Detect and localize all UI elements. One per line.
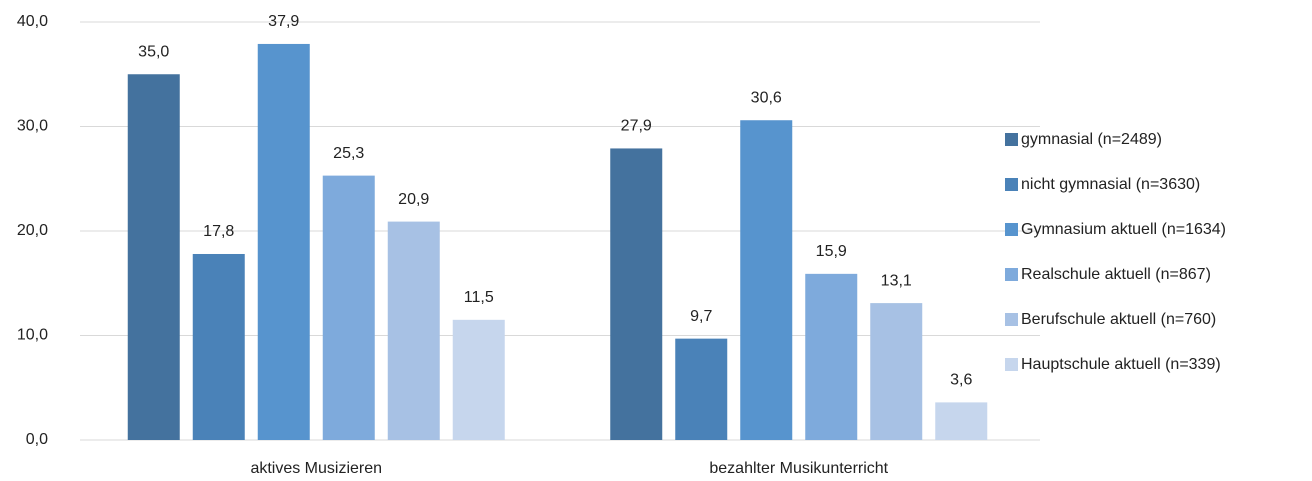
value-label: 30,6 xyxy=(751,89,782,106)
legend-label: Gymnasium aktuell (n=1634) xyxy=(1021,221,1226,238)
value-label: 37,9 xyxy=(268,13,299,30)
y-tick-label: 20,0 xyxy=(17,222,48,239)
value-label: 15,9 xyxy=(816,243,847,260)
bar xyxy=(935,402,988,440)
value-label: 9,7 xyxy=(690,308,712,325)
legend-label: nicht gymnasial (n=3630) xyxy=(1021,176,1200,193)
bar xyxy=(610,148,663,440)
bar xyxy=(322,175,375,441)
bar xyxy=(740,120,793,440)
legend-swatch xyxy=(1005,313,1018,326)
legend-label: Hauptschule aktuell (n=339) xyxy=(1021,356,1221,373)
value-label: 3,6 xyxy=(950,372,972,389)
x-tick-label: bezahlter Musikunterricht xyxy=(709,460,888,477)
legend-swatch xyxy=(1005,268,1018,281)
bar xyxy=(387,221,440,440)
y-tick-label: 10,0 xyxy=(17,327,48,344)
legend-swatch xyxy=(1005,358,1018,371)
y-tick-label: 0,0 xyxy=(26,431,48,448)
y-tick-label: 40,0 xyxy=(17,13,48,30)
value-label: 17,8 xyxy=(203,223,234,240)
bar xyxy=(870,303,923,440)
legend-swatch xyxy=(1005,223,1018,236)
value-label: 25,3 xyxy=(333,145,364,162)
x-tick-label: aktives Musizieren xyxy=(250,460,382,477)
legend-label: Berufschule aktuell (n=760) xyxy=(1021,311,1216,328)
bar xyxy=(805,273,858,440)
value-label: 11,5 xyxy=(464,289,494,306)
bar xyxy=(452,319,505,440)
value-label: 35,0 xyxy=(138,43,169,60)
value-label: 27,9 xyxy=(621,118,652,135)
legend-swatch xyxy=(1005,133,1018,146)
value-label: 13,1 xyxy=(881,272,912,289)
value-label: 20,9 xyxy=(398,191,429,208)
legend-label: gymnasial (n=2489) xyxy=(1021,131,1162,148)
legend-swatch xyxy=(1005,178,1018,191)
y-tick-label: 30,0 xyxy=(17,118,48,135)
bar xyxy=(257,43,310,440)
bar xyxy=(192,253,245,440)
legend-label: Realschule aktuell (n=867) xyxy=(1021,266,1211,283)
bar xyxy=(127,74,180,440)
bar xyxy=(675,338,728,440)
